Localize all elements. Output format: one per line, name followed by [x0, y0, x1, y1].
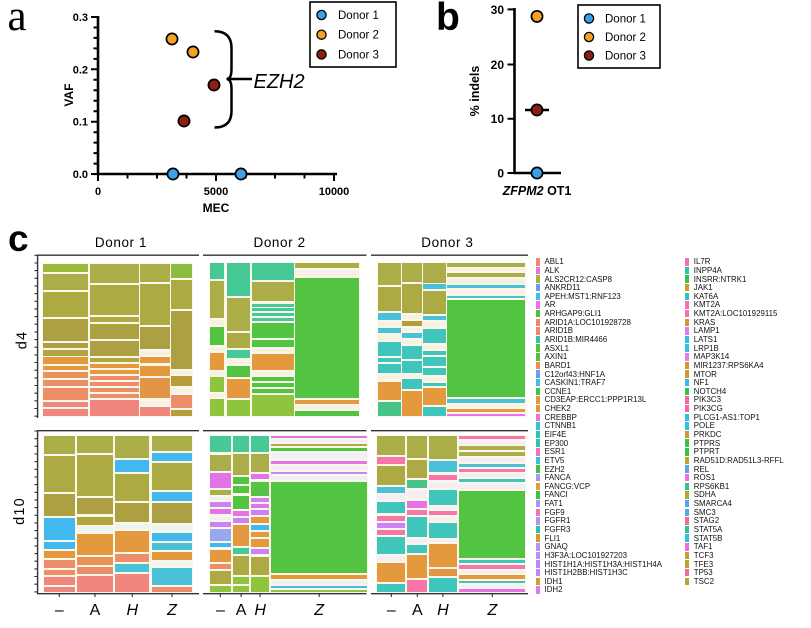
svg-text:d10: d10: [12, 497, 28, 525]
svg-text:b: b: [436, 0, 460, 39]
svg-text:0: 0: [95, 186, 101, 198]
svg-text:10: 10: [491, 112, 505, 126]
svg-text:Donor 1: Donor 1: [605, 14, 646, 26]
svg-text:EZH2: EZH2: [254, 71, 305, 93]
svg-text:20: 20: [491, 58, 505, 72]
svg-text:MEC: MEC: [203, 201, 230, 215]
svg-text:Donor 2: Donor 2: [605, 32, 646, 44]
svg-text:Donor 3: Donor 3: [338, 49, 379, 61]
svg-text:10000: 10000: [319, 186, 350, 198]
svg-text:0.3: 0.3: [73, 12, 88, 24]
svg-text:0.2: 0.2: [73, 64, 88, 76]
svg-text:0: 0: [497, 167, 504, 181]
svg-text:5000: 5000: [204, 186, 228, 198]
svg-text:% indels: % indels: [468, 66, 482, 117]
svg-text:30: 30: [491, 3, 505, 17]
svg-text:0.1: 0.1: [73, 117, 88, 129]
svg-text:Donor 2: Donor 2: [338, 30, 379, 42]
svg-text:Donor 3: Donor 3: [605, 51, 646, 63]
svg-text:0.0: 0.0: [73, 169, 88, 181]
svg-text:a: a: [8, 0, 27, 40]
svg-text:Donor 1: Donor 1: [338, 10, 379, 22]
svg-text:ZFPM2 OT1: ZFPM2 OT1: [502, 184, 572, 198]
svg-text:d4: d4: [14, 331, 30, 350]
svg-text:VAF: VAF: [62, 83, 76, 106]
